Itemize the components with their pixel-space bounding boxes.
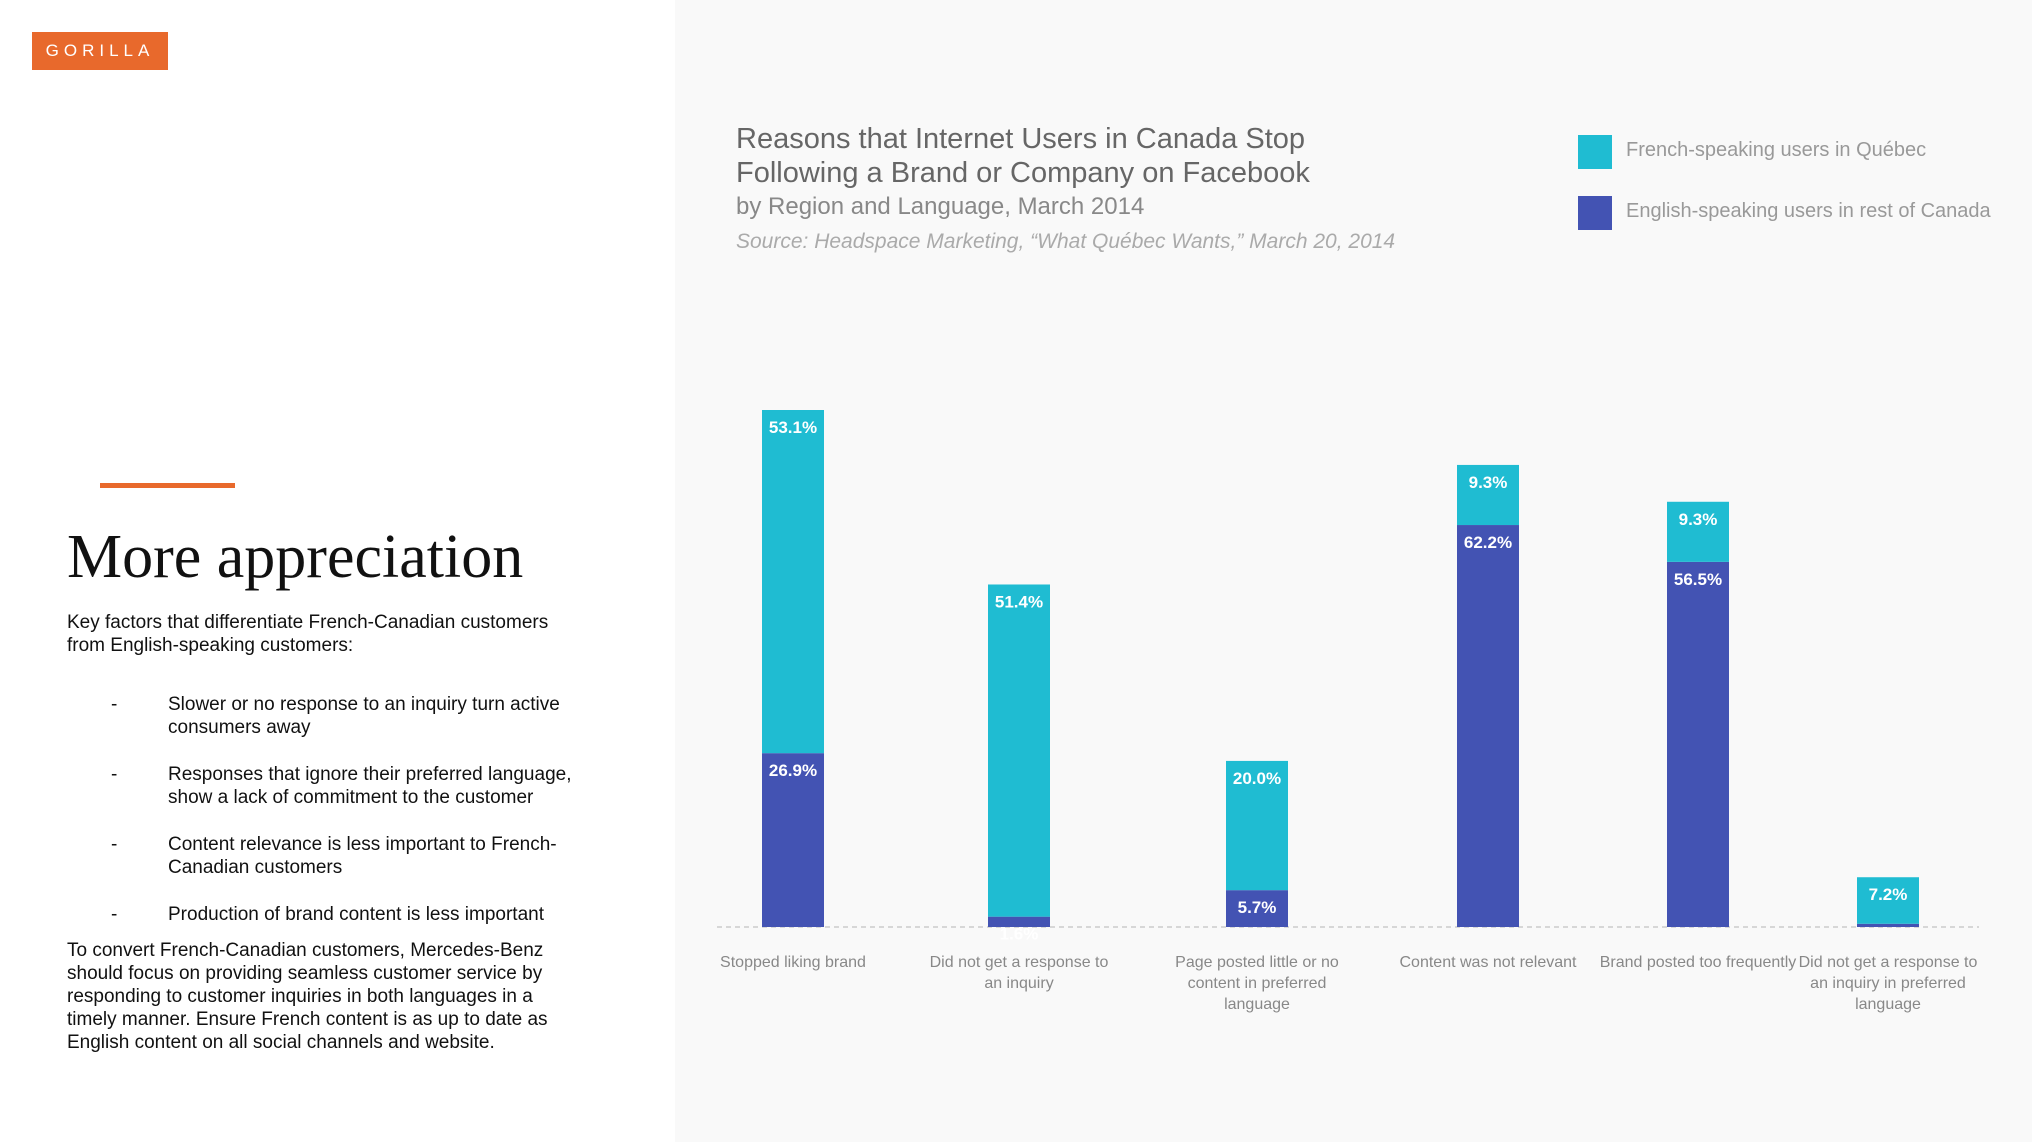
legend-swatch <box>1578 135 1612 169</box>
chart-panel <box>675 0 2032 1142</box>
data-label: 9.3% <box>1679 510 1718 529</box>
x-tick-label: Stopped liking brand <box>720 954 866 971</box>
bullet-text: Responses that ignore their preferred la… <box>168 764 572 808</box>
chart-source: Source: Headspace Marketing, “What Québe… <box>736 230 1396 253</box>
bar-segment <box>762 410 824 754</box>
bar-segment <box>1226 760 1288 891</box>
bullet-marker: - <box>111 694 118 715</box>
bar-segment <box>1857 877 1919 924</box>
chart-title: Reasons that Internet Users in Canada St… <box>736 123 1310 189</box>
bar-segment <box>1667 561 1729 927</box>
bar-segment <box>1457 464 1519 526</box>
bullet-marker: - <box>111 904 118 925</box>
heading: More appreciation <box>67 523 524 591</box>
bullet-text: Production of brand content is less impo… <box>168 904 544 925</box>
bullet-text: Content relevance is less important to F… <box>168 834 557 878</box>
legend-swatch <box>1578 196 1612 230</box>
data-label: 9.3% <box>1469 473 1508 492</box>
bar-segment <box>1667 501 1729 562</box>
bar-segment <box>1857 923 1919 927</box>
logo: GORILLA <box>32 32 168 70</box>
x-tick-label: Brand posted too frequently <box>1599 954 1797 971</box>
x-tick-label: Content was not relevant <box>1399 954 1577 971</box>
bar-segment <box>1457 525 1519 927</box>
bullet-marker: - <box>111 764 118 785</box>
data-label: 26.9% <box>769 761 817 780</box>
data-label: 1.6% <box>1000 925 1039 944</box>
bar-segment <box>1226 890 1288 927</box>
legend-label: English-speaking users in rest of Canada <box>1626 200 1991 222</box>
data-label: 56.5% <box>1674 570 1722 589</box>
accent-line <box>100 483 235 488</box>
data-label: 62.2% <box>1464 533 1512 552</box>
data-label: 7.2% <box>1869 885 1908 904</box>
data-label: 53.1% <box>769 418 817 437</box>
bullet-text: Slower or no response to an inquiry turn… <box>168 694 560 738</box>
data-label: 5.7% <box>1238 898 1277 917</box>
x-tick-label: Did not get a response to an inquiry <box>929 954 1109 992</box>
x-tick-label: Did not get a response to an inquiry in … <box>1798 954 1978 1013</box>
bar-segment <box>988 584 1050 917</box>
bullet-marker: - <box>111 834 118 855</box>
data-label: 51.4% <box>995 592 1043 611</box>
x-tick-label: Page posted little or no content in pref… <box>1175 954 1339 1013</box>
intro: Key factors that differentiate French-Ca… <box>67 612 549 656</box>
chart-subtitle: by Region and Language, March 2014 <box>736 193 1145 220</box>
bar-segment <box>762 753 824 927</box>
conclusion: To convert French-Canadian customers, Me… <box>67 940 548 1053</box>
data-label: 20.0% <box>1233 769 1281 788</box>
bar-segment <box>988 916 1050 927</box>
legend-label: French-speaking users in Québec <box>1626 139 1927 161</box>
